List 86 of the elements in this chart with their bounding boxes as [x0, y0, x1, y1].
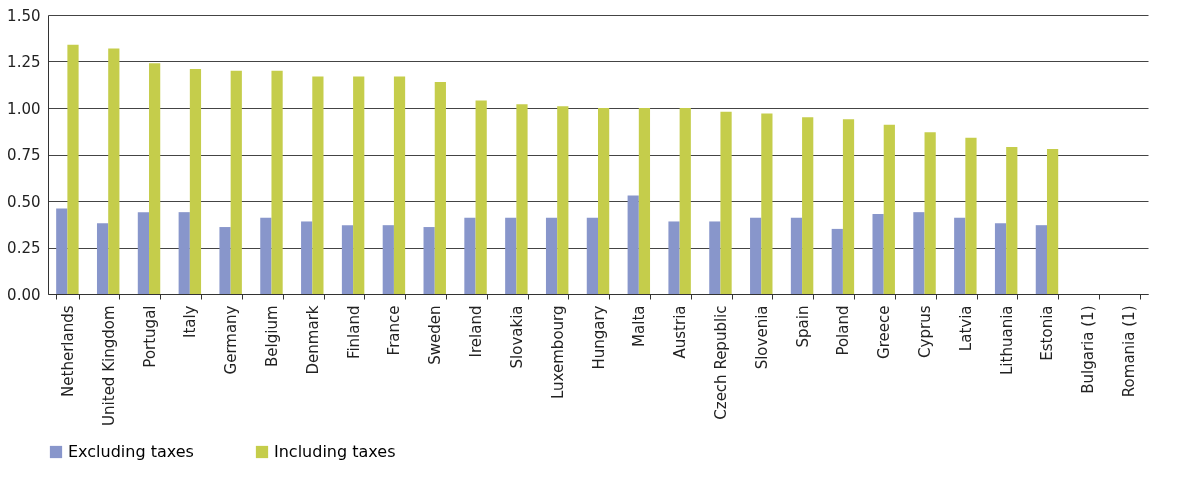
x-tick-label: Romania (1)	[1120, 305, 1139, 398]
y-tick-label: 0.75	[7, 146, 41, 164]
bar	[1006, 147, 1018, 294]
bar	[149, 63, 161, 294]
x-tick-label: Bulgaria (1)	[1079, 305, 1098, 394]
bar	[750, 217, 762, 294]
bar	[505, 217, 517, 294]
x-tick-label: Belgium	[262, 305, 281, 367]
x-tick-label: Austria	[671, 305, 690, 359]
x-tick-label: Czech Republic	[711, 305, 730, 420]
bar	[475, 100, 487, 294]
x-tick-label: Denmark	[303, 305, 322, 375]
bar	[545, 217, 558, 294]
legend-label: Excluding taxes	[68, 442, 194, 461]
bar	[598, 108, 610, 294]
x-tick-label: Cyprus	[916, 305, 935, 358]
bar	[761, 113, 773, 294]
x-tick-label: Lithuania	[997, 305, 1016, 375]
bar	[516, 104, 528, 294]
bar	[96, 223, 109, 294]
bar	[56, 208, 68, 294]
bar	[586, 217, 598, 294]
bar	[883, 124, 895, 294]
bar	[108, 48, 120, 294]
y-tick-label: 0.00	[7, 285, 41, 304]
x-tick-label: Estonia	[1038, 305, 1057, 361]
bar	[842, 119, 855, 294]
y-tick-label: 1.25	[7, 53, 41, 71]
y-tick-label: 0.50	[7, 192, 41, 211]
bar	[709, 221, 721, 294]
bar	[557, 106, 569, 294]
bar	[831, 228, 843, 294]
bar	[230, 70, 242, 294]
x-tick-label: Germany	[222, 305, 241, 375]
bar	[720, 111, 732, 294]
bar	[638, 108, 651, 294]
bar	[137, 212, 150, 294]
x-tick-label: France	[385, 305, 404, 356]
bar	[1035, 225, 1047, 294]
x-tick-label: Poland	[834, 305, 853, 356]
bar	[965, 137, 977, 294]
x-tick-label: Ireland	[467, 305, 486, 358]
x-tick-label: Hungary	[589, 305, 608, 370]
bar	[301, 221, 313, 294]
bar	[924, 132, 936, 294]
x-tick-label: Sweden	[426, 305, 445, 365]
x-tick-label: Finland	[344, 305, 363, 360]
bar	[423, 227, 435, 294]
x-tick-label: Netherlands	[58, 305, 77, 397]
bar	[994, 223, 1007, 294]
y-tick-label: 0.25	[7, 239, 41, 257]
x-tick-label: Luxembourg	[548, 305, 567, 399]
bar	[954, 217, 966, 294]
x-tick-label: Portugal	[140, 305, 159, 368]
bar	[790, 217, 803, 294]
bar	[913, 212, 925, 294]
x-tick-label: Spain	[793, 305, 812, 348]
x-tick-label: Slovenia	[752, 305, 771, 370]
bar	[67, 44, 79, 294]
x-tick-label: Italy	[181, 305, 200, 339]
bar	[312, 76, 324, 294]
bar	[189, 68, 202, 294]
bar	[382, 225, 394, 294]
y-tick-label: 1.50	[7, 6, 41, 25]
x-tick-label: Latvia	[956, 305, 975, 352]
x-tick-label: Slovakia	[507, 305, 526, 369]
bar	[872, 214, 884, 294]
bar	[679, 108, 691, 294]
bar	[434, 81, 446, 294]
x-tick-label: Greece	[875, 305, 894, 359]
bar	[393, 76, 406, 294]
bar	[260, 217, 272, 294]
bar	[178, 212, 190, 294]
x-tick-label: Malta	[630, 305, 649, 347]
bar	[464, 217, 476, 294]
bar	[219, 227, 231, 294]
bar	[341, 225, 354, 294]
bar	[1046, 148, 1059, 294]
bar	[802, 117, 814, 294]
legend-label: Including taxes	[274, 442, 396, 461]
bar	[271, 70, 283, 294]
y-tick-label: 1.00	[7, 99, 41, 118]
bar	[668, 221, 680, 294]
bar	[353, 76, 365, 294]
x-tick-label: United Kingdom	[99, 305, 118, 426]
bar	[627, 195, 639, 294]
